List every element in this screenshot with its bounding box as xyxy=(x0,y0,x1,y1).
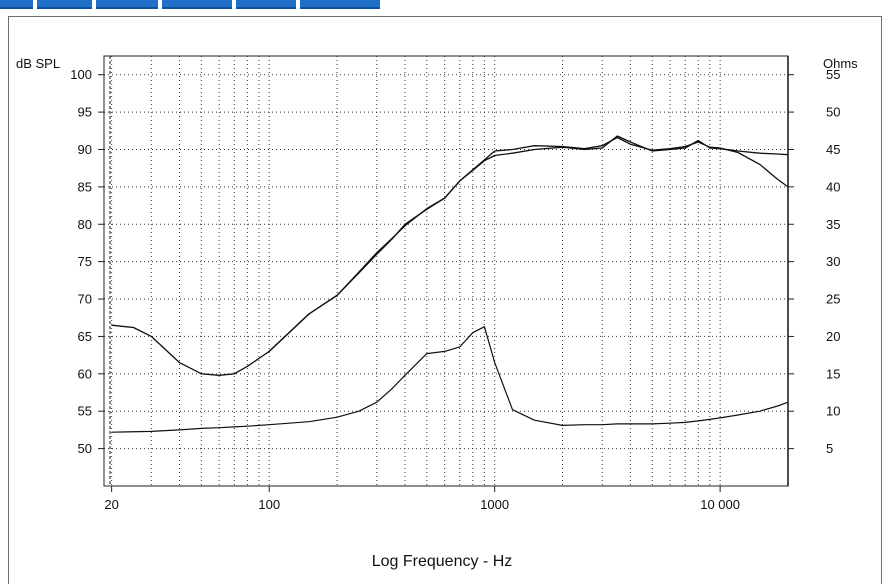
y-left-tick-label: 55 xyxy=(78,404,92,419)
y-right-tick-label: 45 xyxy=(826,142,840,157)
y-right-tick-label: 30 xyxy=(826,254,840,269)
tab-2[interactable] xyxy=(37,0,92,9)
y-left-tick-label: 70 xyxy=(78,292,92,307)
y-left-tick-label: 80 xyxy=(78,217,92,232)
x-tick-label: 100 xyxy=(258,497,280,512)
y-right-tick-label: 20 xyxy=(826,329,840,344)
series-line xyxy=(111,135,789,376)
y-right-tick-label: 15 xyxy=(826,366,840,381)
y-right-axis-label: Ohms xyxy=(823,56,858,71)
x-tick-label: 20 xyxy=(104,497,118,512)
y-left-tick-label: 95 xyxy=(78,105,92,120)
top-tab-bar xyxy=(0,0,380,9)
y-right-tick-label: 40 xyxy=(826,179,840,194)
x-tick-label: 10 000 xyxy=(700,497,740,512)
y-left-tick-label: 100 xyxy=(70,67,92,82)
x-tick-label: 1000 xyxy=(480,497,509,512)
y-left-tick-label: 75 xyxy=(78,254,92,269)
y-right-tick-label: 50 xyxy=(826,105,840,120)
series-lines xyxy=(111,135,789,433)
tick-labels: 50 55 60 65 70 75 80 85 90 95 100 5 10 15 20 25 30 35 40 45… xyxy=(70,67,840,512)
y-right-tick-label: 10 xyxy=(826,404,840,419)
y-left-tick-label: 90 xyxy=(78,142,92,157)
y-right-tick-label: 55 xyxy=(826,67,840,82)
series-line xyxy=(111,326,789,433)
y-left-tick-label: 85 xyxy=(78,179,92,194)
tab-3[interactable] xyxy=(96,0,158,9)
series-line xyxy=(268,136,789,352)
y-right-tick-label: 5 xyxy=(826,441,833,456)
x-axis-label: Log Frequency - Hz xyxy=(372,553,513,570)
y-right-tick-label: 35 xyxy=(826,217,840,232)
grid xyxy=(104,56,789,486)
y-right-tick-label: 25 xyxy=(826,292,840,307)
tab-1[interactable] xyxy=(0,0,33,9)
y-left-axis-label: dB SPL xyxy=(16,56,60,71)
tab-4[interactable] xyxy=(162,0,232,9)
y-left-tick-label: 65 xyxy=(78,329,92,344)
y-left-tick-label: 50 xyxy=(78,441,92,456)
tab-5[interactable] xyxy=(236,0,296,9)
tab-6[interactable] xyxy=(300,0,380,9)
y-left-tick-label: 60 xyxy=(78,366,92,381)
chart-frame xyxy=(8,16,882,584)
